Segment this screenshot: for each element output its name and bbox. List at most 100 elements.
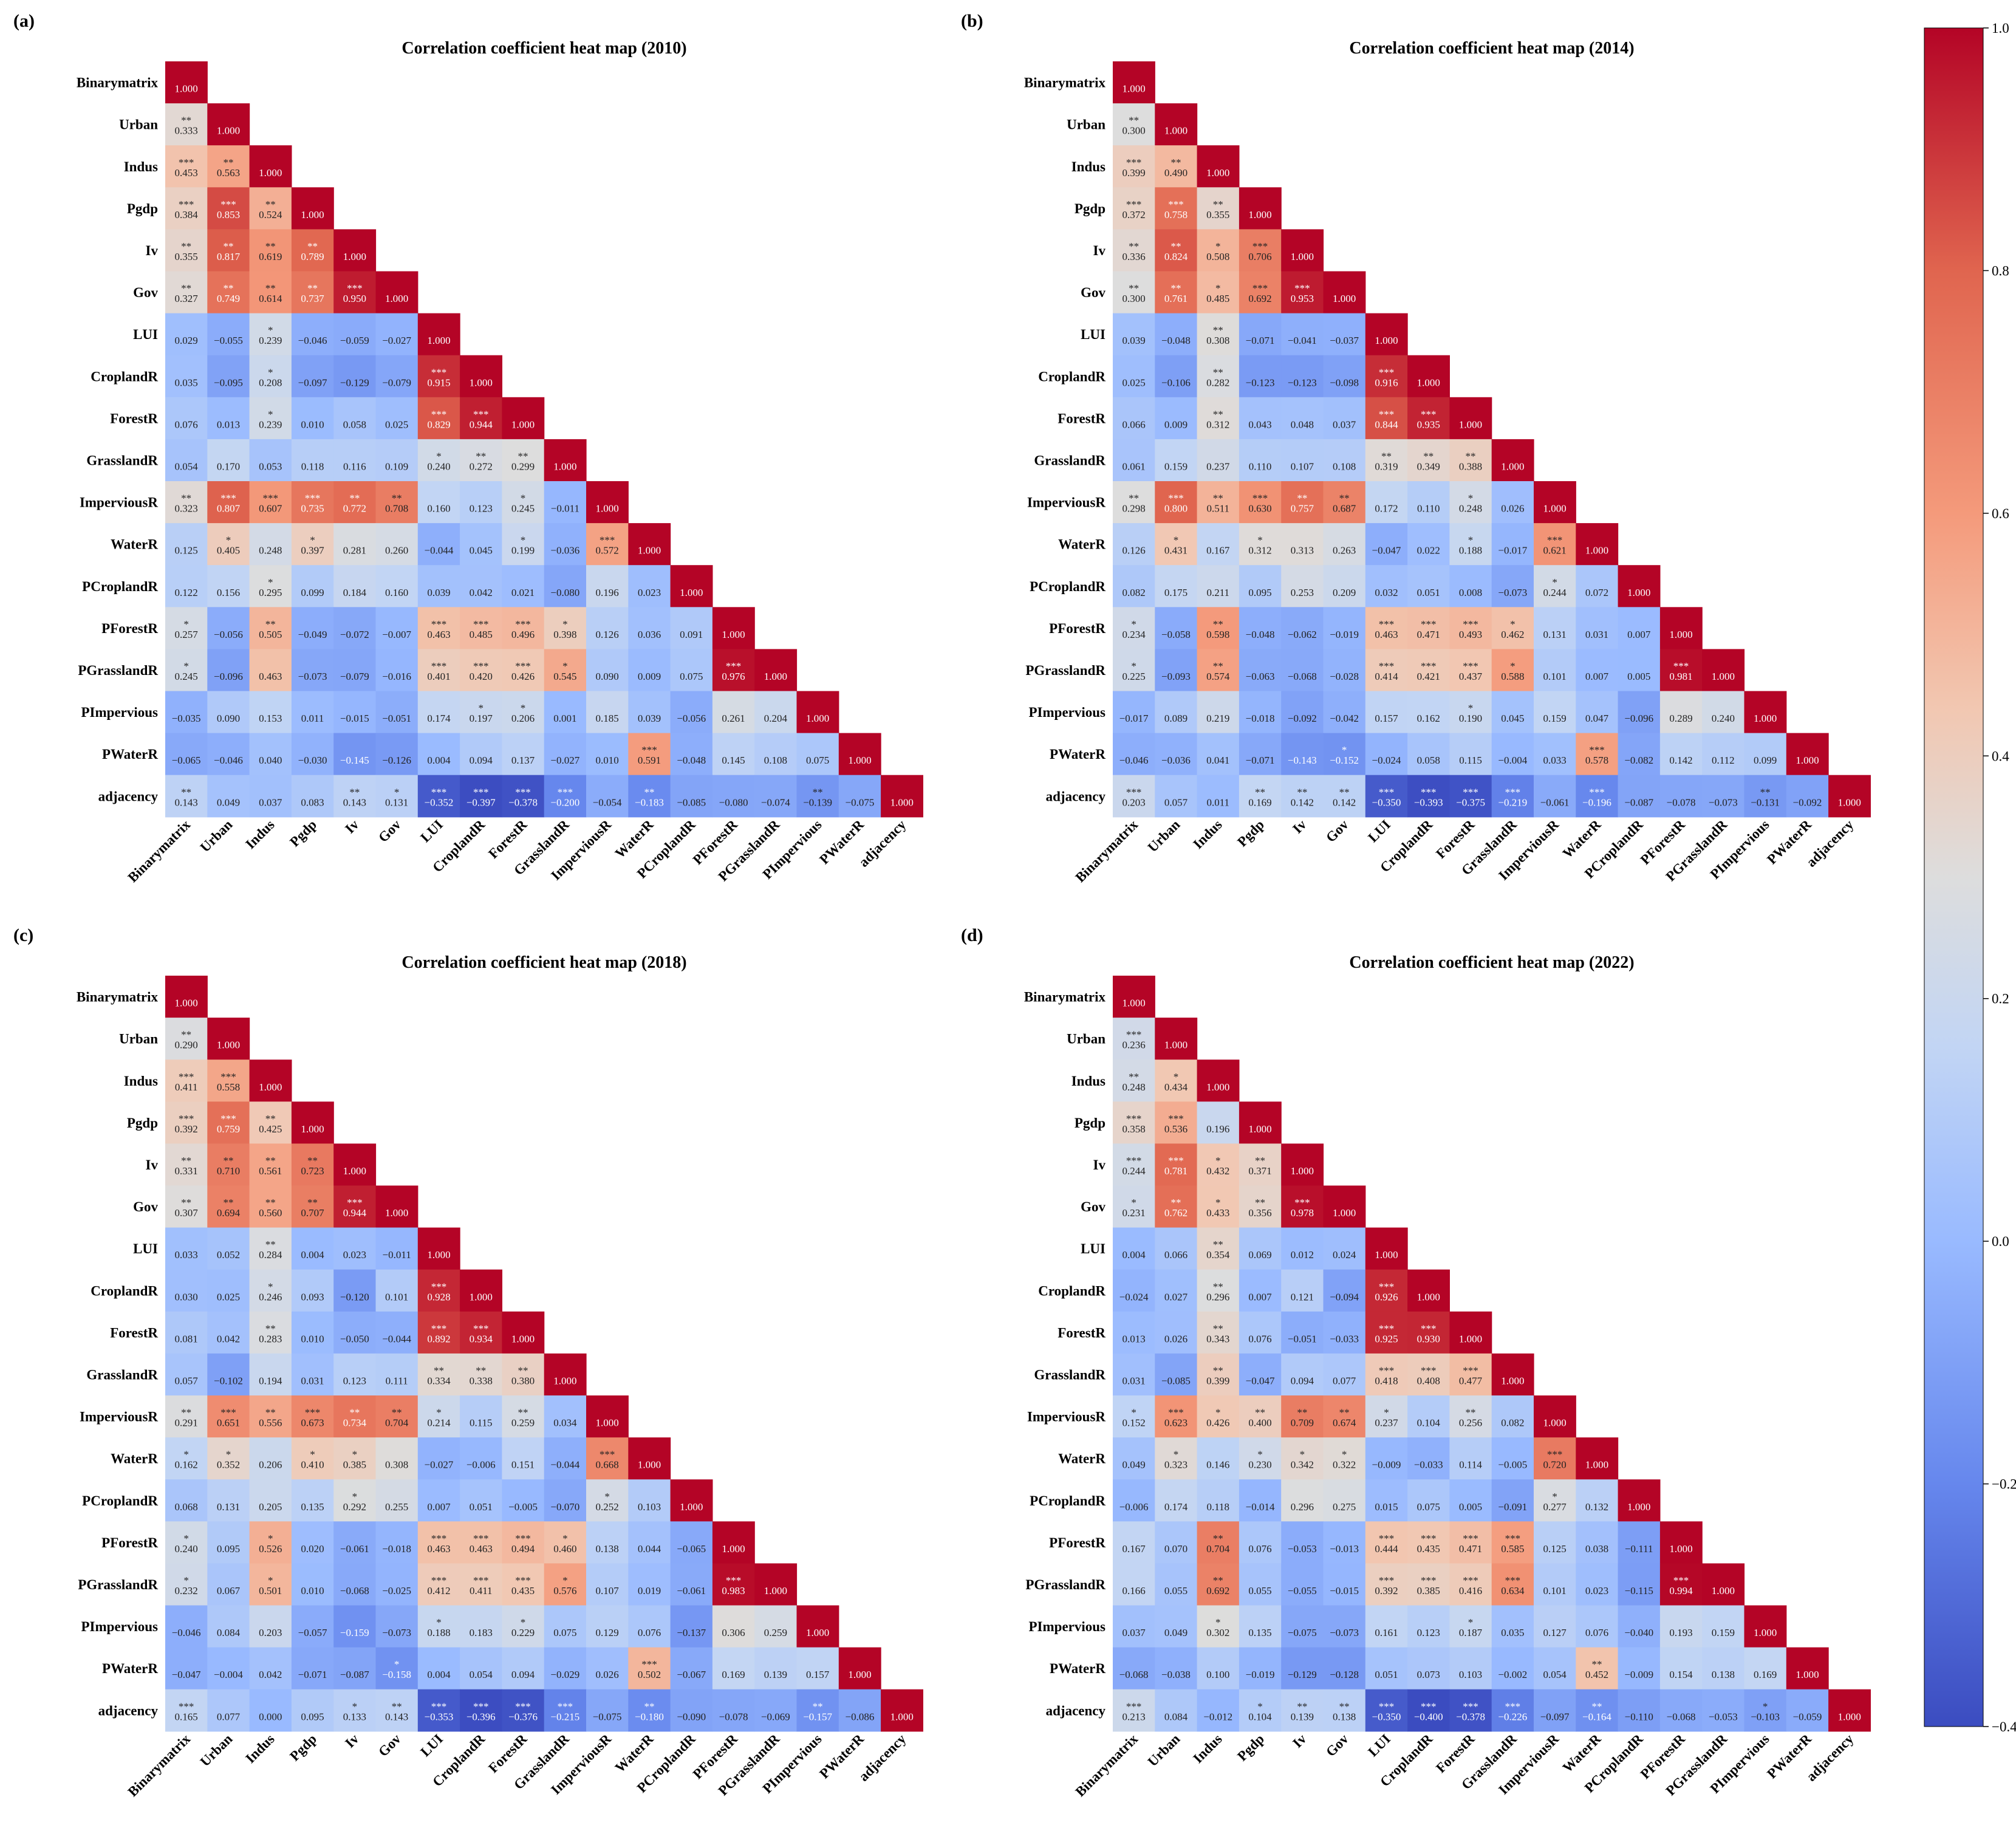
cell-value: 0.211 [1206,587,1229,598]
heatmap-cell [1113,1605,1155,1648]
cell-significance: *** [431,618,447,630]
heatmap-cell [207,565,250,608]
cell-significance: * [352,1491,358,1502]
cell-value: 0.720 [1543,1459,1567,1471]
cell-value: 0.259 [764,1627,787,1638]
cell-value: 0.704 [385,1417,409,1429]
col-label: Pgdp [287,817,319,850]
heatmap-cell [1323,355,1366,398]
cell-value: 0.159 [1712,1627,1735,1638]
panel-label: (a) [13,11,35,31]
heatmap-cell [1534,481,1576,524]
heatmap-cell [1618,607,1661,649]
cell-value: 1.000 [1417,1291,1440,1303]
cell-value: 1.000 [1333,1207,1356,1219]
cell-significance: *** [1505,1575,1521,1586]
heatmap-cell [1323,1185,1366,1228]
col-label: Binarymatrix [1073,1731,1141,1799]
heatmap-cell [670,565,713,608]
heatmap-cell [1239,1689,1282,1732]
heatmap-cell [1197,1479,1240,1522]
cell-value: 0.007 [1248,1291,1272,1303]
cell-value: 0.007 [427,1501,451,1513]
cell-value: 0.044 [638,1543,661,1555]
cell-value: 1.000 [1206,167,1229,179]
heatmap-panels: (a)Correlation coefficient heat map (201… [13,11,1871,1799]
cell-significance: *** [1673,660,1689,672]
row-label: LUI [1081,1241,1105,1256]
cell-value: −0.024 [1372,755,1401,766]
heatmap-cell [375,439,419,482]
cell-value: 0.156 [217,587,240,598]
heatmap-cell [1702,1689,1745,1732]
heatmap-cell [333,1437,377,1480]
cell-value: −0.027 [425,1459,454,1471]
cell-significance: *** [1252,282,1268,294]
heatmap-cell [249,733,292,776]
heatmap-cell [1659,1521,1703,1564]
cell-value: 0.070 [1164,1543,1187,1555]
cell-significance: ** [1466,1407,1476,1419]
heatmap-cell [1155,103,1198,146]
cell-value: 0.011 [1206,796,1229,808]
heatmap-cell [333,355,377,398]
heatmap-cell [249,229,292,272]
heatmap-cell [1155,565,1198,608]
cell-value: −0.030 [298,755,327,766]
heatmap-cell [1618,1479,1661,1522]
cell-significance: *** [431,1323,447,1334]
cell-significance: *** [347,282,363,294]
cell-value: 0.139 [764,1669,787,1680]
heatmap-cell [375,1353,419,1396]
row-label: LUI [133,1241,158,1256]
heatmap-cell [1407,439,1450,482]
heatmap-cell [502,565,545,608]
heatmap-cell [1323,1605,1366,1648]
cell-value: −0.018 [1246,713,1275,724]
cell-significance: *** [1463,1364,1478,1376]
heatmap-cell [375,1311,419,1354]
cell-value: 1.000 [427,1249,450,1261]
cell-significance: *** [179,199,194,210]
heatmap-cell [375,313,419,356]
cell-value: 0.197 [470,713,493,724]
heatmap-cell [544,1479,587,1522]
cell-value: 0.916 [1375,377,1398,388]
cell-value: 1.000 [553,460,576,472]
heatmap-cell [207,1521,250,1564]
cell-value: −0.073 [298,671,327,682]
cell-significance: *** [1168,493,1184,504]
heatmap-cell [375,1437,419,1480]
cell-significance: * [394,786,400,798]
cell-value: −0.057 [298,1627,327,1638]
cell-value: 1.000 [638,1459,661,1471]
heatmap-cell [417,1311,460,1354]
heatmap-cell [207,1479,250,1522]
heatmap-cell [249,775,292,818]
cell-value: 1.000 [1585,1459,1608,1471]
row-label: adjacency [98,1703,159,1718]
cell-significance: ** [181,1407,191,1419]
heatmap-cell [1197,229,1240,272]
cell-significance: *** [347,1197,363,1208]
cell-value: 0.055 [1248,1585,1271,1597]
cell-value: 0.651 [217,1417,240,1429]
heatmap-cell [207,607,250,649]
cell-value: 0.023 [343,1249,366,1261]
heatmap-cell [1239,1185,1282,1228]
cell-significance: *** [1421,1700,1437,1712]
cell-value: 0.734 [343,1417,367,1429]
row-label: PImpervious [1029,705,1106,720]
cell-value: −0.350 [1372,1711,1401,1722]
heatmap-cell [460,523,502,566]
cell-value: 0.230 [1248,1459,1271,1471]
heatmap-cell [1702,775,1745,818]
cell-value: 0.091 [680,629,703,640]
heatmap-cell [1659,1563,1703,1606]
cell-value: 0.135 [1248,1627,1271,1638]
heatmap-cell [1618,1689,1661,1732]
heatmap-cell [1113,691,1155,734]
cell-value: 0.289 [1669,713,1692,724]
heatmap-cell [754,1563,798,1606]
cell-value: 0.323 [1164,1459,1187,1471]
